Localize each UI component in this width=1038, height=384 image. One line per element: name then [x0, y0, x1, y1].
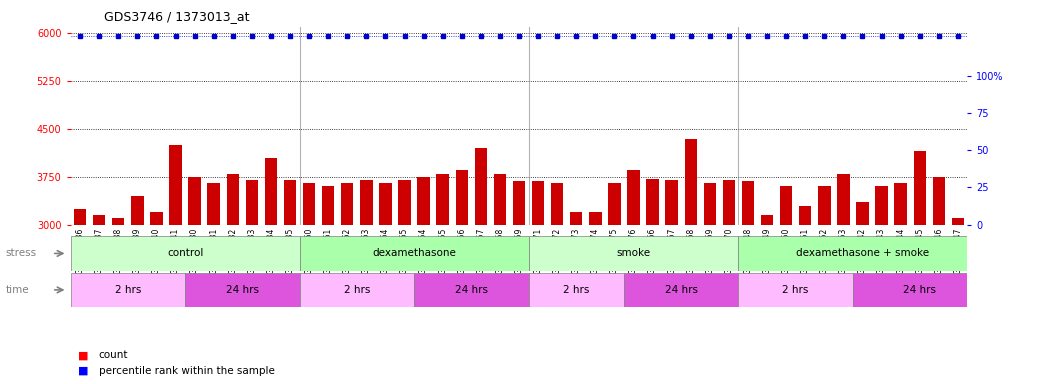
Bar	[456, 170, 468, 225]
Bar	[875, 186, 887, 225]
Text: 24 hrs: 24 hrs	[455, 285, 488, 295]
Bar	[303, 183, 316, 225]
Bar	[684, 139, 696, 225]
Bar	[932, 177, 945, 225]
Bar	[131, 196, 143, 225]
Bar	[799, 205, 812, 225]
Bar	[112, 218, 125, 225]
Bar	[189, 177, 200, 225]
Bar	[208, 183, 220, 225]
Bar	[379, 183, 391, 225]
Bar	[474, 148, 487, 225]
Bar	[590, 212, 602, 225]
Bar	[300, 273, 414, 307]
Bar	[551, 183, 564, 225]
Text: 24 hrs: 24 hrs	[226, 285, 258, 295]
Bar	[93, 215, 106, 225]
Bar	[608, 183, 621, 225]
Text: time: time	[5, 285, 29, 295]
Bar	[742, 181, 755, 225]
Bar	[169, 145, 182, 225]
Text: smoke: smoke	[617, 248, 651, 258]
Bar	[494, 174, 507, 225]
Bar	[665, 180, 678, 225]
Bar	[513, 181, 525, 225]
Bar	[738, 236, 986, 271]
Text: count: count	[99, 350, 128, 360]
Bar	[185, 273, 300, 307]
Text: 24 hrs: 24 hrs	[903, 285, 936, 295]
Text: ■: ■	[78, 366, 88, 376]
Bar	[71, 236, 300, 271]
Bar	[399, 180, 411, 225]
Bar	[74, 209, 86, 225]
Bar	[761, 215, 773, 225]
Bar	[528, 236, 738, 271]
Bar	[856, 202, 869, 225]
Text: control: control	[167, 248, 203, 258]
Bar	[300, 236, 528, 271]
Bar	[952, 218, 964, 225]
Text: percentile rank within the sample: percentile rank within the sample	[99, 366, 274, 376]
Bar	[838, 174, 849, 225]
Bar	[570, 212, 582, 225]
Bar	[895, 183, 907, 225]
Bar	[71, 273, 185, 307]
Bar	[531, 181, 544, 225]
Bar	[624, 273, 738, 307]
Bar	[528, 273, 624, 307]
Bar	[322, 186, 334, 225]
Text: ■: ■	[78, 350, 88, 360]
Bar	[283, 180, 296, 225]
Bar	[151, 212, 163, 225]
Bar	[818, 186, 830, 225]
Bar	[246, 180, 258, 225]
Bar	[342, 183, 354, 225]
Text: 2 hrs: 2 hrs	[783, 285, 809, 295]
Bar	[226, 174, 239, 225]
Bar	[436, 174, 448, 225]
Text: dexamethasone + smoke: dexamethasone + smoke	[796, 248, 929, 258]
Bar	[360, 180, 373, 225]
Text: dexamethasone: dexamethasone	[372, 248, 456, 258]
Bar	[627, 170, 639, 225]
Bar	[647, 179, 659, 225]
Bar	[738, 273, 853, 307]
Text: 24 hrs: 24 hrs	[664, 285, 698, 295]
Bar	[913, 151, 926, 225]
Bar	[265, 158, 277, 225]
Bar	[704, 183, 716, 225]
Text: 2 hrs: 2 hrs	[114, 285, 141, 295]
Bar	[780, 186, 792, 225]
Bar	[414, 273, 528, 307]
Text: stress: stress	[5, 248, 36, 258]
Text: 2 hrs: 2 hrs	[563, 285, 590, 295]
Text: 2 hrs: 2 hrs	[344, 285, 370, 295]
Bar	[417, 177, 430, 225]
Bar	[853, 273, 986, 307]
Bar	[722, 180, 735, 225]
Text: GDS3746 / 1373013_at: GDS3746 / 1373013_at	[104, 10, 249, 23]
